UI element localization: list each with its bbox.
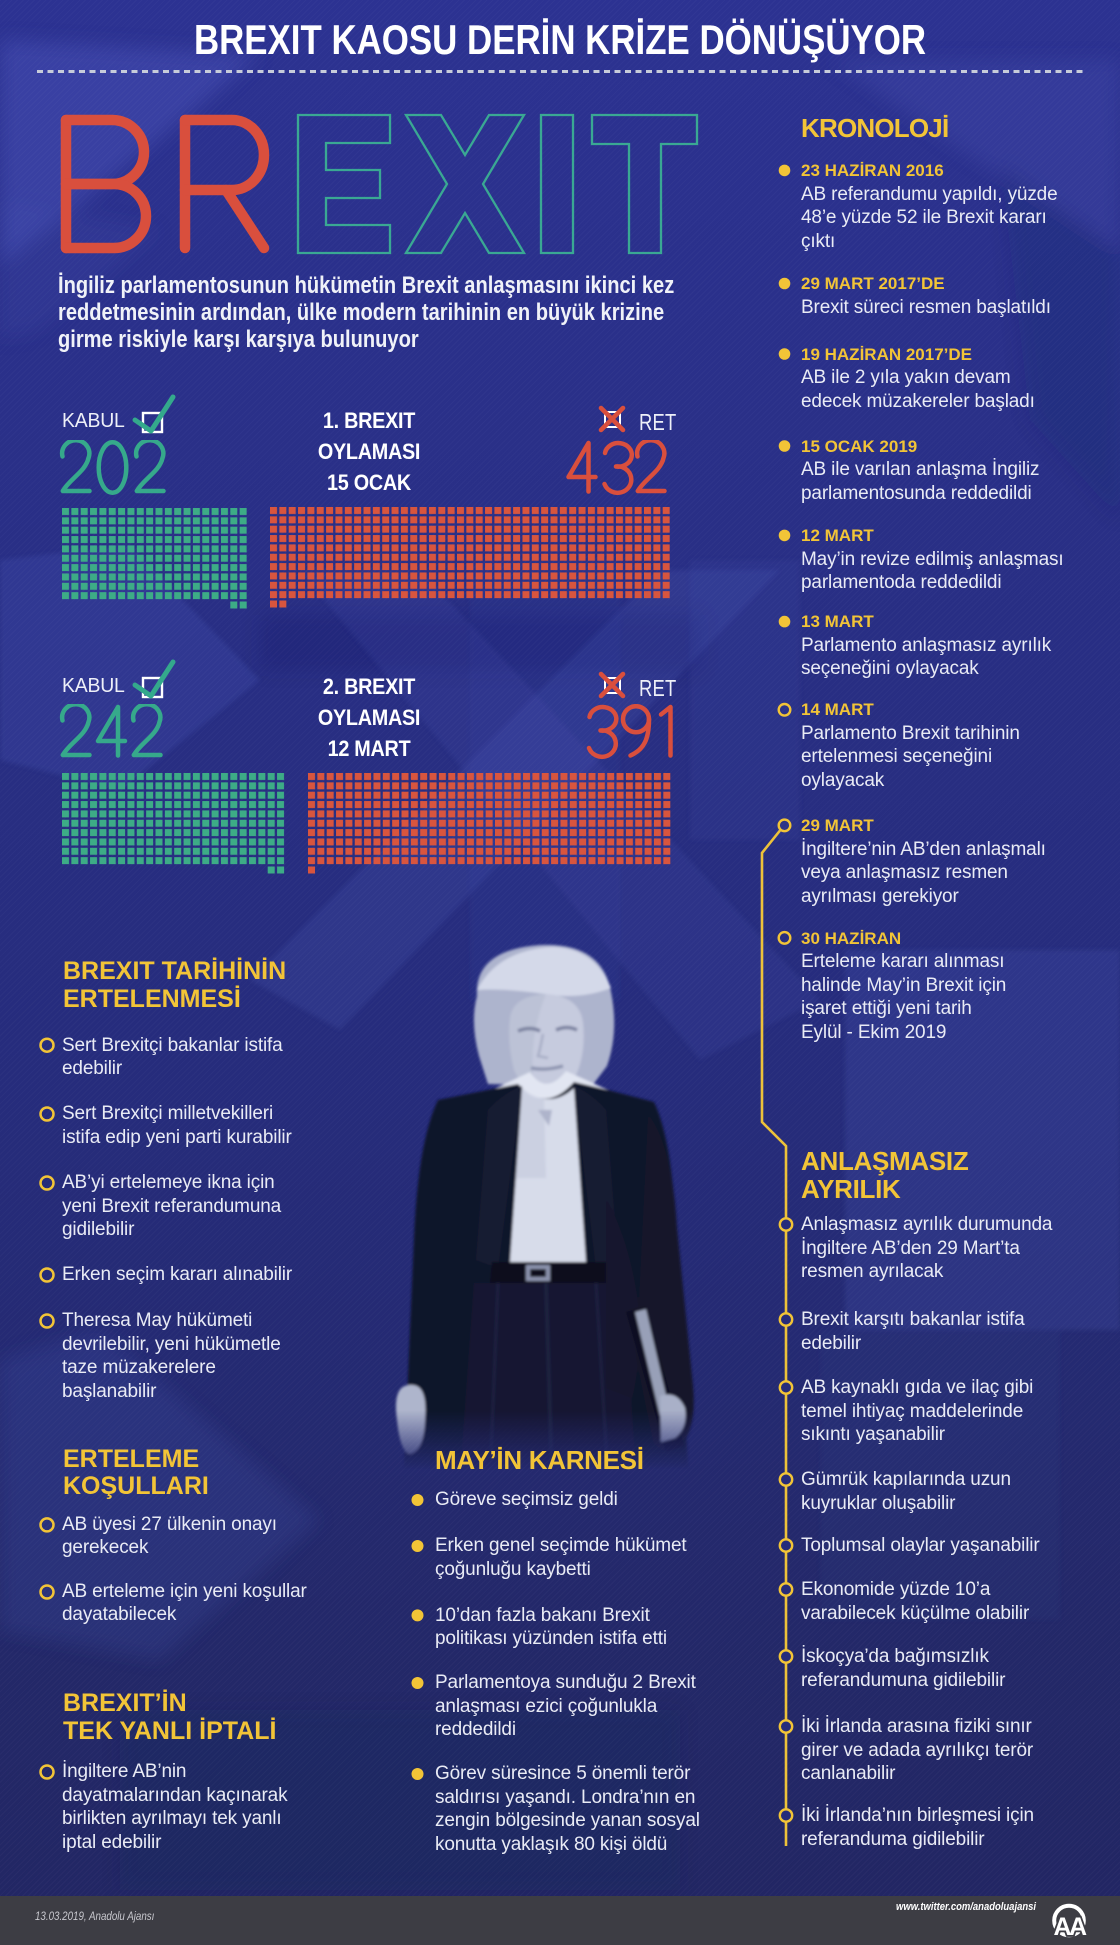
svg-text:AA: AA bbox=[1053, 1913, 1087, 1941]
